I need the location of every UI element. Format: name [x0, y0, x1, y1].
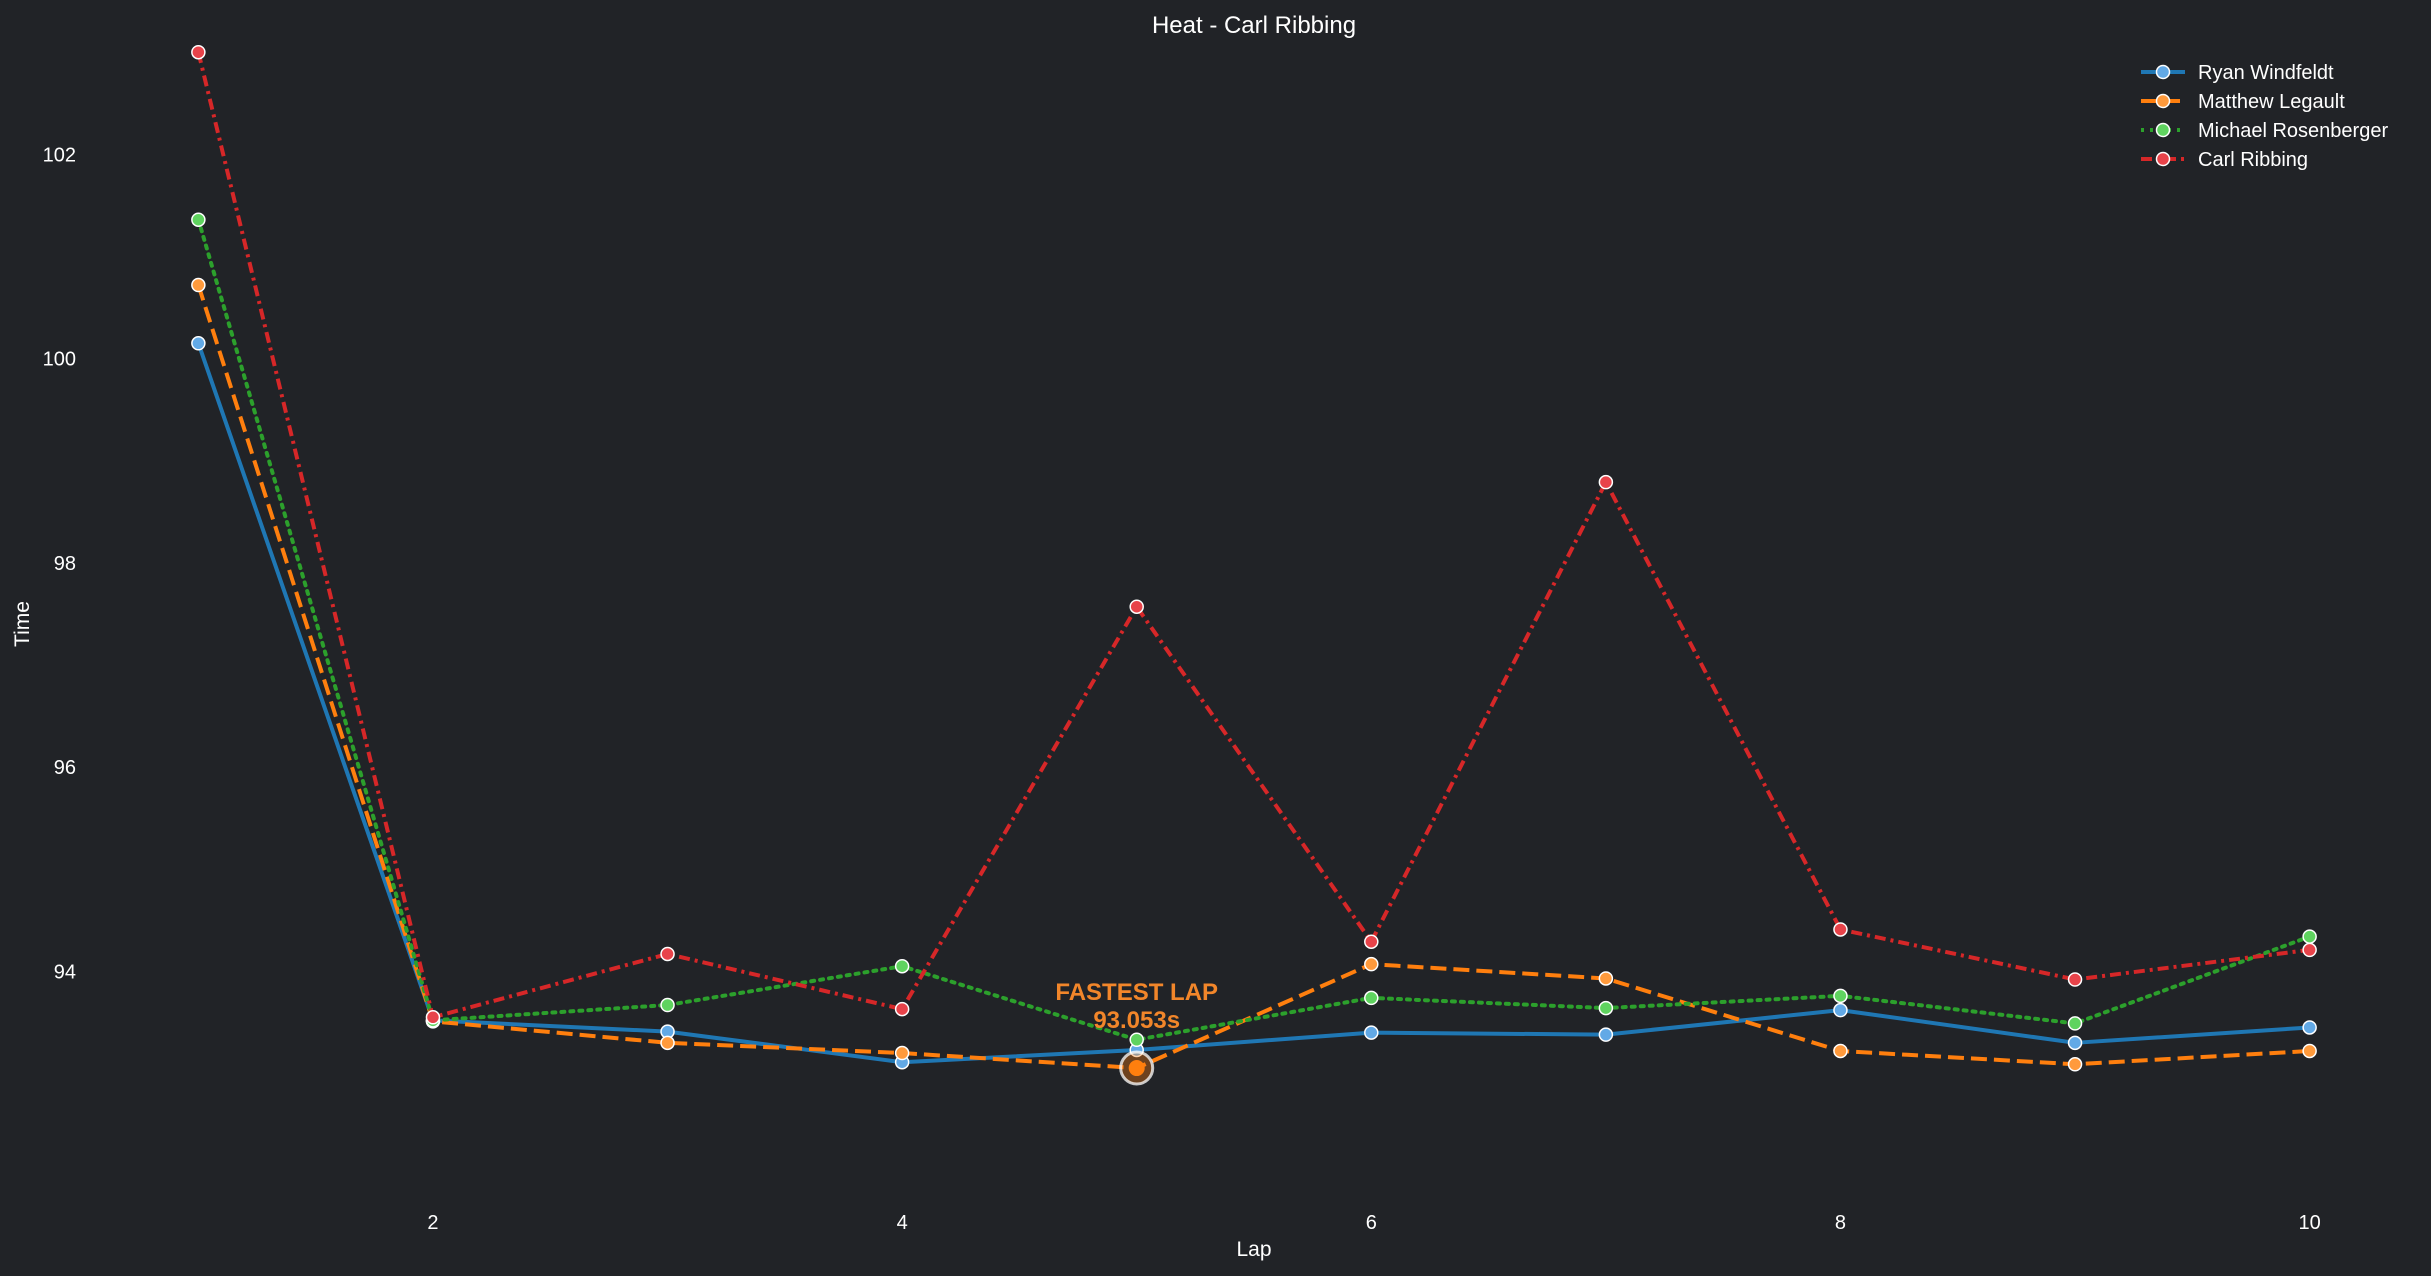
data-point [2302, 942, 2317, 958]
legend-marker [2155, 151, 2171, 167]
legend-item: Ryan Windfeldt [2141, 62, 2334, 84]
y-tick-label: 100 [43, 349, 76, 371]
legend-item: Michael Rosenberger [2141, 120, 2388, 142]
data-point [191, 44, 206, 60]
y-tick-label: 98 [54, 553, 76, 575]
legend-label: Matthew Legault [2198, 91, 2345, 113]
x-tick-label: 4 [897, 1212, 908, 1234]
data-point [2067, 972, 2083, 987]
legend-marker [2155, 122, 2171, 138]
data-point [1833, 1043, 1848, 1059]
data-point [2067, 1035, 2083, 1051]
data-point [894, 1045, 910, 1061]
legend-marker [2155, 64, 2171, 80]
legend-label: Michael Rosenberger [2198, 120, 2388, 142]
data-point [1364, 934, 1379, 949]
data-point [2302, 1020, 2317, 1035]
data-point [660, 997, 675, 1013]
y-axis-label: Time [11, 601, 34, 647]
data-point [660, 1035, 675, 1051]
legend: Ryan Windfeldt Matthew Legault Michael Ros… [2141, 62, 2388, 171]
data-point [2302, 1043, 2317, 1059]
data-point [894, 1001, 910, 1017]
data-point [1833, 1002, 1848, 1018]
series-matthew-legault [191, 277, 2317, 1076]
legend-label: Ryan Windfeldt [2198, 62, 2334, 84]
data-point [660, 946, 675, 962]
data-point [1598, 1000, 1614, 1016]
series-ryan-windfeldt [191, 336, 2317, 1070]
data-point [1364, 1025, 1379, 1040]
series-line [196, 342, 2310, 1065]
y-tick-label: 96 [54, 757, 76, 779]
y-tick-label: 94 [54, 961, 76, 983]
legend-item: Carl Ribbing [2141, 149, 2308, 171]
x-axis-label: Lap [1236, 1238, 1271, 1261]
fastest-lap-marker-core [1128, 1060, 1145, 1077]
axis-ticks: 2 4 6 8 10 94 96 98 100 102 [43, 144, 2321, 1234]
data-point [894, 958, 910, 974]
data-point [1598, 971, 1614, 986]
data-point [425, 1010, 441, 1025]
series-line [196, 51, 2310, 1020]
fastest-lap-label: FASTEST LAP [1055, 979, 1218, 1006]
chart-title: Heat - Carl Ribbing [1152, 12, 1356, 39]
series-carl-ribbing [191, 44, 2317, 1025]
legend-marker [2155, 93, 2171, 109]
data-point [1598, 1027, 1614, 1042]
data-point [2067, 1057, 2083, 1072]
data-point [1364, 990, 1379, 1006]
y-tick-label: 102 [43, 144, 76, 166]
x-tick-label: 8 [1835, 1212, 1846, 1234]
data-point [191, 212, 206, 227]
legend-item: Matthew Legault [2141, 91, 2345, 113]
x-tick-label: 6 [1366, 1212, 1377, 1234]
series-line [196, 284, 2310, 1071]
x-tick-label: 10 [2299, 1212, 2321, 1234]
fastest-lap-annotation: FASTEST LAP 93.053s [1055, 979, 1218, 1086]
series-michael-rosenberger [191, 212, 2317, 1048]
data-point [2302, 929, 2317, 944]
data-point [1598, 474, 1614, 490]
data-point [1129, 1032, 1144, 1048]
data-point [1833, 988, 1848, 1004]
data-point [1129, 599, 1144, 614]
data-point [1833, 922, 1848, 937]
data-point [191, 336, 206, 351]
data-point [1364, 956, 1379, 972]
data-point [191, 277, 206, 293]
fastest-lap-value: 93.053s [1093, 1007, 1180, 1034]
data-point [2067, 1016, 2083, 1031]
series-line [196, 217, 2312, 1042]
legend-label: Carl Ribbing [2198, 149, 2308, 171]
x-tick-label: 2 [427, 1212, 438, 1234]
series-layer [191, 44, 2317, 1076]
